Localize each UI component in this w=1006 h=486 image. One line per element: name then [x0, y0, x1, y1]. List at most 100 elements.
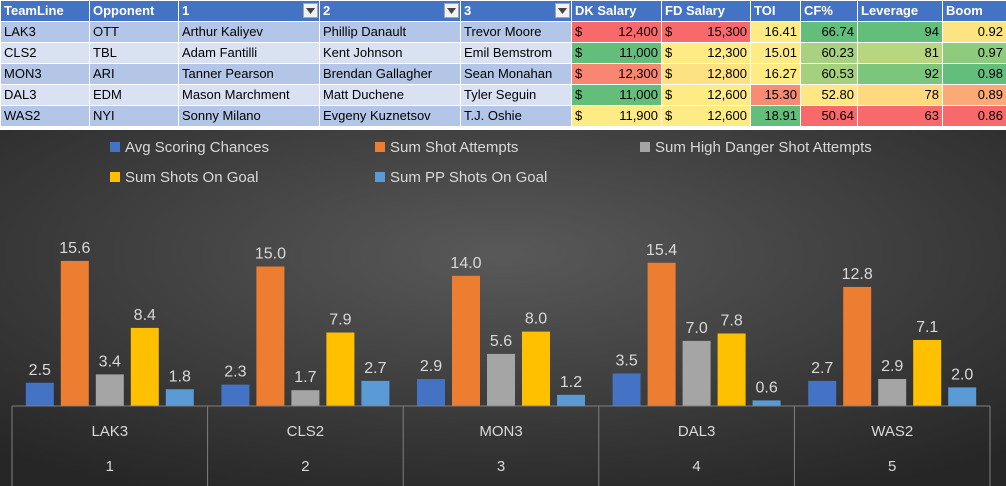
bar[interactable] — [165, 389, 194, 406]
leverage-cell[interactable]: 92 — [857, 63, 943, 85]
player1-cell[interactable]: Mason Marchment — [178, 84, 320, 106]
table-row[interactable]: DAL3 EDM Mason Marchment Matt Duchene Tyler … — [0, 84, 1006, 106]
bar[interactable] — [612, 373, 641, 406]
leverage-cell[interactable]: 78 — [857, 84, 943, 106]
player2-cell[interactable]: Kent Johnson — [319, 42, 461, 64]
col-header-toi[interactable]: TOI — [750, 0, 801, 22]
fd-salary-cell[interactable]: $15,300 — [661, 21, 751, 43]
boom-cell[interactable]: 0.98 — [942, 63, 1006, 85]
table-row[interactable]: CLS2 TBL Adam Fantilli Kent Johnson Emil Bem… — [0, 42, 1006, 64]
bar[interactable] — [326, 332, 355, 406]
leverage-cell[interactable]: 94 — [857, 21, 943, 43]
col-header-dk-salary[interactable]: DK Salary — [571, 0, 662, 22]
legend-item[interactable]: Sum PP Shots On Goal — [375, 169, 547, 186]
leverage-cell[interactable]: 63 — [857, 105, 943, 127]
boom-cell[interactable]: 0.97 — [942, 42, 1006, 64]
col-header-leverage[interactable]: Leverage — [857, 0, 943, 22]
bar[interactable] — [417, 379, 445, 406]
opponent-cell[interactable]: EDM — [89, 84, 179, 106]
player2-cell[interactable]: Phillip Danault — [319, 21, 461, 43]
player2-cell[interactable]: Matt Duchene — [319, 84, 461, 106]
legend-item[interactable]: Sum Shot Attempts — [375, 139, 518, 156]
bar[interactable] — [948, 387, 977, 406]
player3-cell[interactable]: Tyler Seguin — [460, 84, 572, 106]
bar[interactable] — [878, 379, 907, 406]
teamline-cell[interactable]: WAS2 — [0, 105, 90, 127]
fd-salary-cell[interactable]: $12,600 — [661, 84, 751, 106]
toi-cell[interactable]: 18.91 — [750, 105, 801, 127]
table-row[interactable]: LAK3 OTT Arthur Kaliyev Phillip Danault Trev… — [0, 21, 1006, 43]
bar[interactable] — [557, 394, 585, 406]
col-header-player2[interactable]: 2 — [319, 0, 461, 22]
opponent-cell[interactable]: TBL — [89, 42, 179, 64]
player3-cell[interactable]: T.J. Oshie — [460, 105, 572, 127]
bar[interactable] — [361, 380, 390, 406]
bar[interactable] — [95, 374, 124, 406]
col-header-cf[interactable]: CF% — [800, 0, 858, 22]
bar[interactable] — [752, 400, 781, 406]
bar[interactable] — [647, 262, 676, 406]
bar[interactable] — [221, 384, 250, 406]
fd-salary-cell[interactable]: $12,800 — [661, 63, 751, 85]
col-header-player3[interactable]: 3 — [460, 0, 572, 22]
teamline-cell[interactable]: DAL3 — [0, 84, 90, 106]
col-header-teamline[interactable]: TeamLine — [0, 0, 90, 22]
teamline-cell[interactable]: CLS2 — [0, 42, 90, 64]
player1-cell[interactable]: Arthur Kaliyev — [178, 21, 320, 43]
bar[interactable] — [487, 353, 515, 406]
table-row[interactable]: WAS2 NYI Sonny Milano Evgeny Kuznetsov T.J. … — [0, 105, 1006, 127]
boom-cell[interactable]: 0.86 — [942, 105, 1006, 127]
dk-salary-cell[interactable]: $12,400 — [571, 21, 662, 43]
teamline-cell[interactable]: LAK3 — [0, 21, 90, 43]
player2-cell[interactable]: Brendan Gallagher — [319, 63, 461, 85]
bar[interactable] — [843, 286, 872, 406]
bar[interactable] — [256, 266, 285, 407]
col-header-opponent[interactable]: Opponent — [89, 0, 179, 22]
filter-dropdown-icon[interactable] — [555, 3, 570, 18]
player3-cell[interactable]: Trevor Moore — [460, 21, 572, 43]
legend-item[interactable]: Avg Scoring Chances — [110, 139, 269, 156]
bar[interactable] — [682, 340, 711, 406]
toi-cell[interactable]: 16.41 — [750, 21, 801, 43]
col-header-boom[interactable]: Boom — [942, 0, 1006, 22]
player1-cell[interactable]: Sonny Milano — [178, 105, 320, 127]
dk-salary-cell[interactable]: $12,300 — [571, 63, 662, 85]
player1-cell[interactable]: Adam Fantilli — [178, 42, 320, 64]
opponent-cell[interactable]: ARI — [89, 63, 179, 85]
cf-cell[interactable]: 60.53 — [800, 63, 858, 85]
cf-cell[interactable]: 66.74 — [800, 21, 858, 43]
filter-dropdown-icon[interactable] — [303, 3, 318, 18]
opponent-cell[interactable]: OTT — [89, 21, 179, 43]
boom-cell[interactable]: 0.89 — [942, 84, 1006, 106]
bar[interactable] — [60, 260, 89, 406]
bar[interactable] — [913, 339, 942, 406]
player2-cell[interactable]: Evgeny Kuznetsov — [319, 105, 461, 127]
fd-salary-cell[interactable]: $12,300 — [661, 42, 751, 64]
table-row[interactable]: MON3 ARI Tanner Pearson Brendan Gallagher Se… — [0, 63, 1006, 85]
fd-salary-cell[interactable]: $12,600 — [661, 105, 751, 127]
cf-cell[interactable]: 52.80 — [800, 84, 858, 106]
toi-cell[interactable]: 15.30 — [750, 84, 801, 106]
leverage-cell[interactable]: 81 — [857, 42, 943, 64]
col-header-fd-salary[interactable]: FD Salary — [661, 0, 751, 22]
player3-cell[interactable]: Emil Bemstrom — [460, 42, 572, 64]
player3-cell[interactable]: Sean Monahan — [460, 63, 572, 85]
dk-salary-cell[interactable]: $11,000 — [571, 42, 662, 64]
legend-item[interactable]: Sum High Danger Shot Attempts — [640, 139, 872, 156]
opponent-cell[interactable]: NYI — [89, 105, 179, 127]
cf-cell[interactable]: 60.23 — [800, 42, 858, 64]
toi-cell[interactable]: 15.01 — [750, 42, 801, 64]
cf-cell[interactable]: 50.64 — [800, 105, 858, 127]
dk-salary-cell[interactable]: $11,900 — [571, 105, 662, 127]
boom-cell[interactable]: 0.92 — [942, 21, 1006, 43]
bar[interactable] — [25, 382, 54, 406]
toi-cell[interactable]: 16.27 — [750, 63, 801, 85]
bar[interactable] — [717, 333, 746, 406]
player1-cell[interactable]: Tanner Pearson — [178, 63, 320, 85]
legend-item[interactable]: Sum Shots On Goal — [110, 169, 258, 186]
bar[interactable] — [291, 390, 320, 406]
dk-salary-cell[interactable]: $11,000 — [571, 84, 662, 106]
bar[interactable] — [130, 327, 159, 406]
col-header-player1[interactable]: 1 — [178, 0, 320, 22]
filter-dropdown-icon[interactable] — [444, 3, 459, 18]
